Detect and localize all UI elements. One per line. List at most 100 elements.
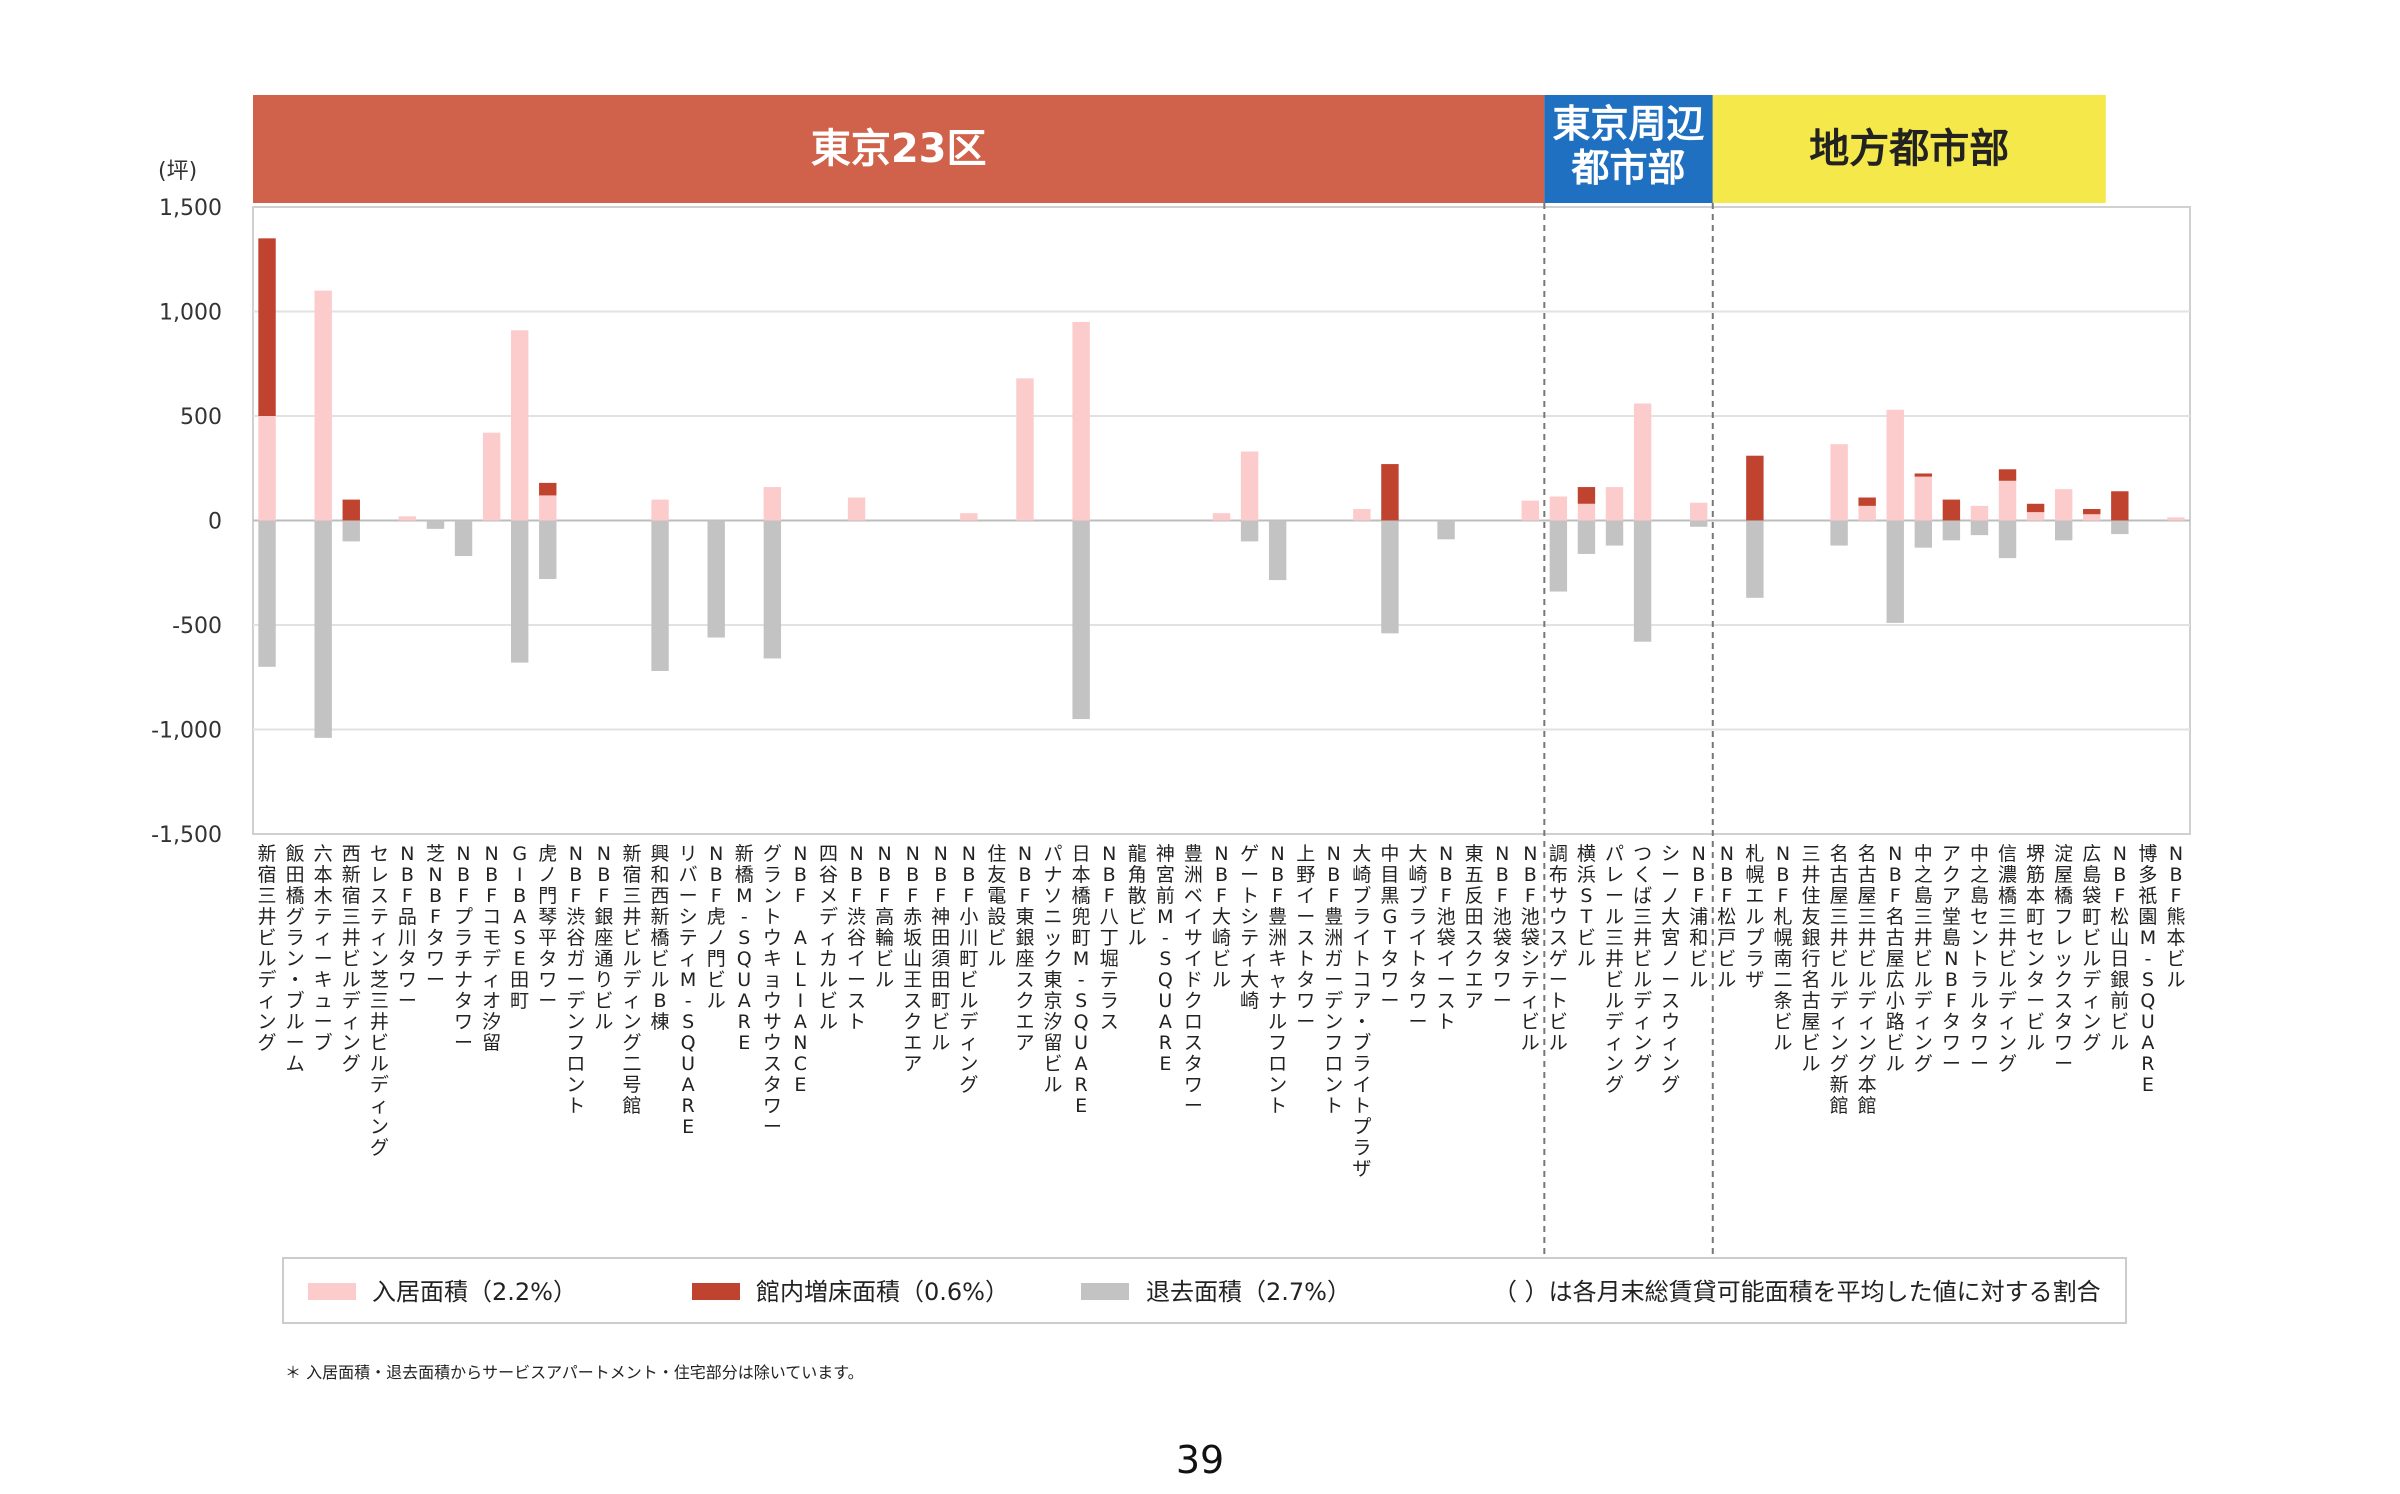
bar-move-out <box>1437 520 1455 540</box>
category-label: N B F コモディオ汐留 <box>482 843 501 1054</box>
bar-move-in <box>2026 512 2045 521</box>
bar-move-in <box>1212 513 1231 521</box>
category-label: N B F プラチナタワー <box>454 843 473 1054</box>
bar-move-in <box>2167 517 2185 521</box>
category-label: N B F 高輪ビル <box>875 843 894 991</box>
category-label: 中目黒 G T タワー <box>1380 843 1399 1012</box>
bar-expansion <box>2111 491 2129 521</box>
bar-expansion <box>1914 473 1933 477</box>
page-number: 39 <box>1176 1438 1224 1482</box>
bar-expansion <box>539 482 557 496</box>
category-label: N B F 渋谷イースト <box>847 843 866 1033</box>
footnote: ＊ 入居面積・退去面積からサービスアパートメント・住宅部分は除いています。 <box>285 1363 864 1382</box>
bar-expansion <box>1577 487 1596 504</box>
category-label: 日本橋兜町 M -S Q U A R E <box>1072 843 1091 1117</box>
region-band <box>253 95 1545 203</box>
bar-expansion <box>1858 497 1876 506</box>
legend-label-move-in: 入居面積（2.2%） <box>372 1278 577 1306</box>
y-axis-ticks: 1,500 1,000 500 0 -500 -1,000 -1,500 <box>151 196 222 848</box>
bar-move-out <box>1072 520 1090 720</box>
bar-move-in <box>2083 514 2101 521</box>
legend-swatch-expansion <box>692 1283 740 1300</box>
y-tick-label: -1,500 <box>151 823 222 848</box>
category-label: 堺筋本町センタービル <box>2026 843 2045 1054</box>
category-label: つくば三井ビルディング <box>1633 843 1652 1075</box>
bar-expansion <box>1998 469 2017 481</box>
category-label: N B F 八丁堀テラス <box>1100 843 1119 1033</box>
bar-move-in <box>1072 321 1090 521</box>
category-label: 住友電設ビル <box>987 843 1006 970</box>
category-label: 横浜 S T ビル <box>1577 843 1596 970</box>
legend-label-move-out: 退去面積（2.7%） <box>1146 1278 1351 1306</box>
region-label: 地方都市部 <box>1809 126 2009 172</box>
category-label: 興和西新橋ビル B 棟 <box>651 843 670 1033</box>
category-label: N B F 熊本ビル <box>2166 843 2185 991</box>
region-band <box>1544 95 1713 203</box>
legend-swatch-move-in <box>308 1283 356 1300</box>
category-label: N B F 銀座通りビル <box>594 843 613 1033</box>
y-unit-label: (坪) <box>158 159 197 184</box>
bar-move-out <box>1746 520 1764 598</box>
bar-move-in <box>1970 505 1989 521</box>
bar-move-out <box>651 520 669 671</box>
category-label: 龍角散ビル <box>1128 843 1147 949</box>
bar-move-out <box>1577 520 1596 554</box>
category-label: 中之島セントラルタワー <box>1970 843 1989 1075</box>
bar-move-in <box>1605 487 1624 521</box>
category-label: 名古屋三井ビルディング本館 <box>1858 843 1877 1117</box>
category-label: N B F 池袋タワー <box>1493 843 1512 1012</box>
bar-move-out <box>2054 520 2073 541</box>
category-label: 上野イーストタワー <box>1296 843 1315 1033</box>
category-label: N B F 豊洲ガーデンフロント <box>1324 843 1343 1117</box>
bar-move-out <box>1605 520 1624 546</box>
bar-move-in <box>2054 489 2073 521</box>
bar-move-out <box>1942 520 1961 541</box>
bar-move-in <box>398 516 417 521</box>
category-label: グラントウキョウサウスタワー <box>763 843 782 1138</box>
category-label: 神宮前 M -S Q U A R E <box>1156 843 1175 1075</box>
gridlines <box>253 203 2190 1255</box>
legend-swatch-move-out <box>1081 1283 1129 1300</box>
category-label: 札幌エルプラザ <box>1745 843 1764 991</box>
bar-move-in <box>1690 502 1708 521</box>
category-label: N B F 池袋シティビル <box>1521 843 1540 1054</box>
category-label: パナソニック東京汐留ビル <box>1044 843 1063 1096</box>
bar-move-out <box>426 520 445 529</box>
category-label: 新橋 M -S Q U A R E <box>735 843 754 1054</box>
bar-move-out <box>763 520 782 659</box>
y-tick-label: 0 <box>208 510 222 535</box>
bar-expansion <box>2083 509 2101 515</box>
bar-move-out <box>1914 520 1933 548</box>
category-label: 四谷メディカルビル <box>819 843 838 1033</box>
category-label: 淀屋橋フレックスタワー <box>2054 843 2073 1075</box>
bar-move-in <box>1549 496 1568 521</box>
legend-label-expansion: 館内増床面積（0.6%） <box>756 1278 1009 1306</box>
category-label: 東五反田スクエア <box>1465 843 1484 1012</box>
category-label: 広島袋町ビルディング <box>2082 843 2101 1054</box>
category-label: 三井住友銀行名古屋ビル <box>1802 843 1821 1075</box>
category-label: ゲートシティ大崎 <box>1240 843 1259 1012</box>
bar-move-in <box>258 416 276 521</box>
y-tick-label: 500 <box>180 405 222 430</box>
category-label: パレール三井ビルディング <box>1605 843 1624 1096</box>
category-label: N B F 品川タワー <box>398 843 417 1012</box>
bar-move-out <box>1998 520 2017 559</box>
bar-move-in <box>1998 480 2017 521</box>
category-label: N B F 名古屋広小路ビル <box>1886 843 1905 1075</box>
bar-move-out <box>510 520 529 663</box>
bar-move-in <box>960 513 978 521</box>
bar-move-in <box>510 330 529 521</box>
category-label: N B F 神田須田町ビル <box>931 843 950 1054</box>
bar-expansion <box>342 499 360 521</box>
bar-move-in <box>1914 476 1933 521</box>
bar-move-out <box>539 520 557 580</box>
bar-move-out <box>1240 520 1259 542</box>
bar-move-in <box>1858 505 1876 521</box>
bar-move-in <box>1830 444 1848 521</box>
bar-move-in <box>1633 403 1652 521</box>
y-tick-label: 1,500 <box>159 196 222 221</box>
category-label: 六本木ティーキューブ <box>314 843 333 1054</box>
